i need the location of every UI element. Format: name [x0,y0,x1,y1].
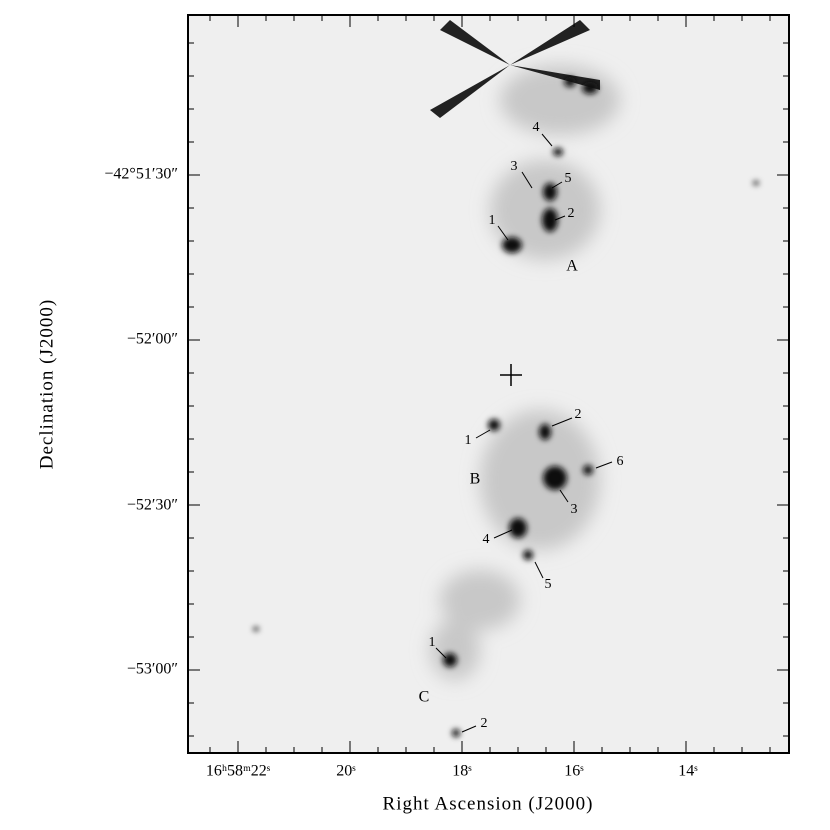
leader-lines [435,133,613,733]
region-label: B [470,471,481,488]
knot-label: 3 [511,159,518,174]
knot-label: 1 [429,635,436,650]
frame [187,14,790,754]
y-tick-label: −42°51′30″ [104,166,178,183]
knot-label: 5 [565,171,572,186]
region-label: C [419,689,430,706]
knot-label: 4 [483,532,490,547]
knot-label: 4 [533,120,540,135]
y-tick-label: −52′30″ [127,497,178,514]
knot-label: 2 [575,407,582,422]
x-tick-label: 18ˢ [452,763,472,780]
image [188,15,789,753]
knot-label: 1 [465,433,472,448]
x-tick-label: 14ˢ [678,763,698,780]
y-tick-label: −53′00″ [127,661,178,678]
x-tick-label: 16ʰ58ᵐ22ˢ [206,763,271,780]
knot-label: 5 [545,577,552,592]
knot-label: 3 [571,502,578,517]
tick-marks [188,15,789,753]
x-axis-label: Right Ascension (J2000) [383,793,594,814]
knot-label: 1 [489,213,496,228]
y-axis-label: Declination (J2000) [36,299,57,469]
x-tick-label: 20ˢ [336,763,356,780]
knot-label: 2 [481,716,488,731]
knot-label: 2 [568,206,575,221]
y-tick-label: −52′00″ [127,331,178,348]
knot-label: 6 [617,454,624,469]
region-label: A [566,258,578,275]
x-tick-label: 16ˢ [564,763,584,780]
